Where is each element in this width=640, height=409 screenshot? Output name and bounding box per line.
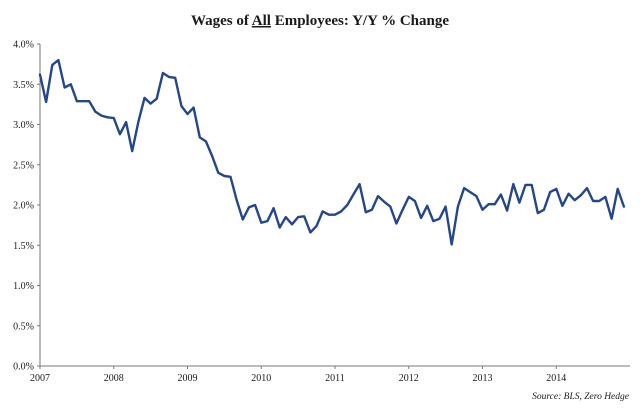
x-tick-label: 2007: [30, 373, 50, 384]
y-tick-label: 2.5%: [13, 160, 34, 171]
x-tick-label: 2014: [546, 373, 566, 384]
y-tick-label: 0.5%: [13, 321, 34, 332]
y-tick-label: 3.5%: [13, 80, 34, 91]
x-tick-label: 2013: [473, 373, 493, 384]
x-tick-label: 2012: [399, 373, 419, 384]
chart-title-part-2: Employees: Y/Y % Change: [271, 13, 449, 29]
x-tick-label: 2011: [325, 373, 345, 384]
y-tick-label: 4.0%: [13, 40, 34, 51]
y-tick-label: 1.5%: [13, 241, 34, 252]
y-tick-label: 0.0%: [13, 362, 34, 373]
source-note: Source: BLS, Zero Hedge: [532, 392, 629, 402]
series-line-1: [38, 58, 626, 246]
x-tick-label: 2010: [251, 373, 271, 384]
series-layer: [38, 58, 626, 246]
axes: [37, 43, 630, 369]
chart-title: Wages of All Employees: Y/Y % Change: [191, 13, 449, 29]
x-tick-label: 2008: [104, 373, 124, 384]
x-tick-label: 2009: [178, 373, 198, 384]
tick-labels: 0.0% 0.5% 1.0% 1.5% 2.0% 2.5% 3.0% 3.5% 4.0% 2007…: [13, 40, 566, 385]
chart-title-part-1: Wages of: [191, 13, 252, 29]
chart-title-emphasis: All: [252, 13, 271, 29]
y-tick-label: 2.0%: [13, 201, 34, 212]
y-tick-label: 1.0%: [13, 281, 34, 292]
y-tick-label: 3.0%: [13, 120, 34, 131]
